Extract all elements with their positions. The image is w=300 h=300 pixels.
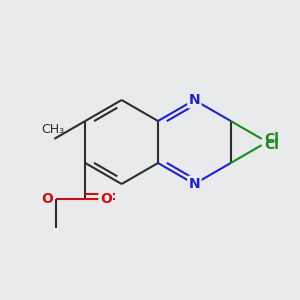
Text: N: N [189,177,200,191]
Text: Cl: Cl [265,138,280,152]
Text: N: N [189,93,200,107]
Text: Cl: Cl [265,132,280,146]
Text: O: O [100,192,112,206]
Text: O: O [41,192,53,206]
Text: CH₃: CH₃ [41,123,64,136]
